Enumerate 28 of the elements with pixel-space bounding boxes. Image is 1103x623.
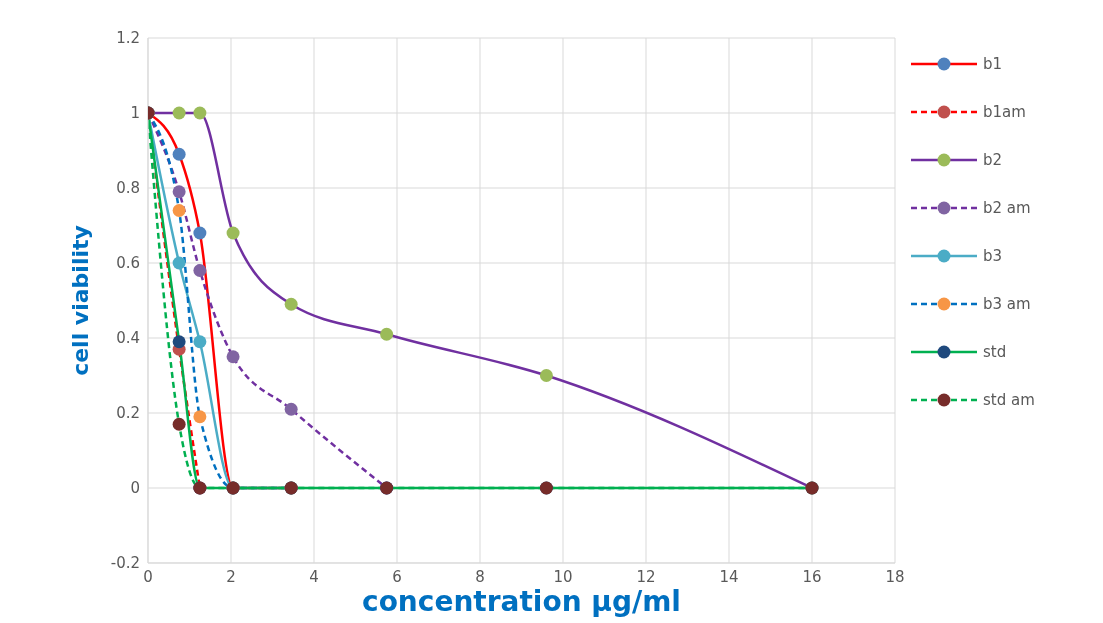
x-tick-label: 12 bbox=[636, 567, 656, 586]
x-tick-label: 18 bbox=[885, 567, 905, 586]
legend-label: b3 am bbox=[983, 295, 1032, 313]
y-axis-title: cell viability bbox=[67, 225, 93, 376]
legend-label: std bbox=[983, 343, 1008, 361]
y-tick-label: 0.6 bbox=[116, 254, 140, 273]
y-tick-label: -0.2 bbox=[110, 554, 140, 573]
x-axis-title: concentration μg/ml bbox=[362, 585, 681, 618]
legend-label: b2 bbox=[983, 151, 1004, 169]
y-tick-label: 1 bbox=[130, 104, 140, 123]
y-tick-label: 0 bbox=[130, 479, 140, 498]
y-tick-label: 1.2 bbox=[116, 29, 140, 48]
y-tick-label: 0.2 bbox=[116, 404, 140, 423]
x-tick-label: 10 bbox=[553, 567, 573, 586]
x-tick-label: 0 bbox=[143, 567, 153, 586]
x-tick-label: 2 bbox=[226, 567, 236, 586]
x-tick-label: 16 bbox=[802, 567, 822, 586]
legend-label: b2 am bbox=[983, 199, 1032, 217]
legend-label: std am bbox=[983, 391, 1036, 409]
x-tick-label: 6 bbox=[392, 567, 402, 586]
x-tick-label: 4 bbox=[309, 567, 319, 586]
y-tick-label: 0.4 bbox=[116, 329, 140, 348]
legend-label: b3 bbox=[983, 247, 1004, 265]
y-tick-label: 0.8 bbox=[116, 179, 140, 198]
x-tick-label: 14 bbox=[719, 567, 739, 586]
x-tick-label: 8 bbox=[475, 567, 485, 586]
legend-label: b1 bbox=[983, 55, 1004, 73]
legend-label: b1am bbox=[983, 103, 1027, 121]
